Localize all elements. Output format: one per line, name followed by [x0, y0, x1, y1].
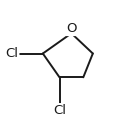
Text: O: O: [66, 22, 77, 35]
Text: Cl: Cl: [5, 47, 18, 60]
Text: Cl: Cl: [53, 104, 66, 117]
